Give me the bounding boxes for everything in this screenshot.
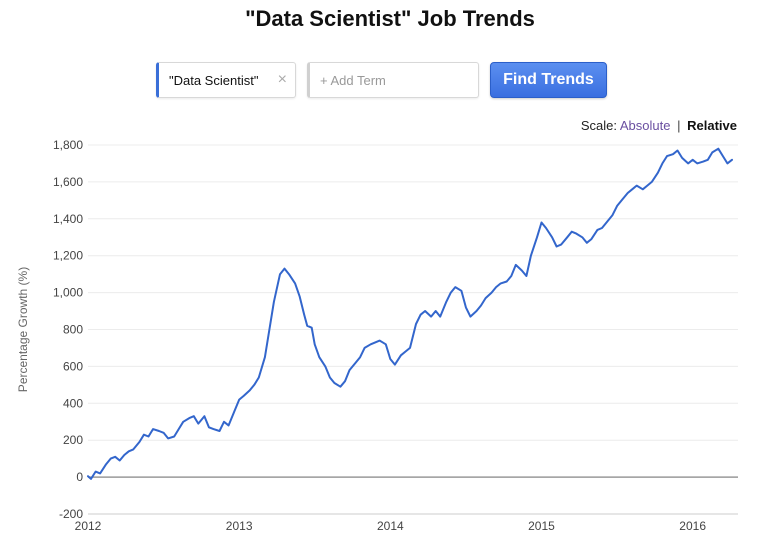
x-tick-label: 2016 — [679, 519, 706, 533]
x-tick-label: 2013 — [226, 519, 253, 533]
y-tick-label: 0 — [76, 470, 83, 484]
line-chart: -200 0 200 400 600 800 1,000 1,200 1,400 1,600 1,8… — [16, 138, 738, 533]
x-tick-label: 2015 — [528, 519, 555, 533]
y-tick-label: -200 — [59, 507, 83, 521]
close-icon[interactable]: × — [277, 71, 287, 88]
find-trends-button[interactable]: Find Trends — [490, 62, 607, 98]
add-term-input[interactable] — [307, 62, 479, 98]
y-tick-label: 400 — [63, 396, 83, 410]
y-tick-label: 1,000 — [53, 286, 83, 300]
scale-selector: Scale: Absolute | Relative — [581, 118, 737, 133]
y-tick-label: 1,800 — [53, 138, 83, 152]
y-tick-label: 600 — [63, 359, 83, 373]
search-term-label: "Data Scientist" — [169, 73, 259, 88]
y-tick-label: 1,200 — [53, 249, 83, 263]
page-title: "Data Scientist" Job Trends — [245, 6, 535, 31]
scale-option-absolute[interactable]: Absolute — [619, 118, 671, 133]
scale-separator: | — [677, 118, 681, 133]
series-line — [87, 147, 733, 480]
search-term-chip[interactable]: "Data Scientist" × — [156, 62, 296, 98]
scale-option-relative[interactable]: Relative — [687, 118, 737, 133]
y-tick-label: 800 — [63, 323, 83, 337]
x-tick-label: 2014 — [377, 519, 404, 533]
y-tick-label: 1,400 — [53, 212, 83, 226]
y-tick-label: 200 — [63, 433, 83, 447]
y-axis-label: Percentage Growth (%) — [16, 267, 30, 392]
y-tick-label: 1,600 — [53, 175, 83, 189]
x-tick-label: 2012 — [75, 519, 102, 533]
scale-label: Scale: — [580, 118, 617, 133]
